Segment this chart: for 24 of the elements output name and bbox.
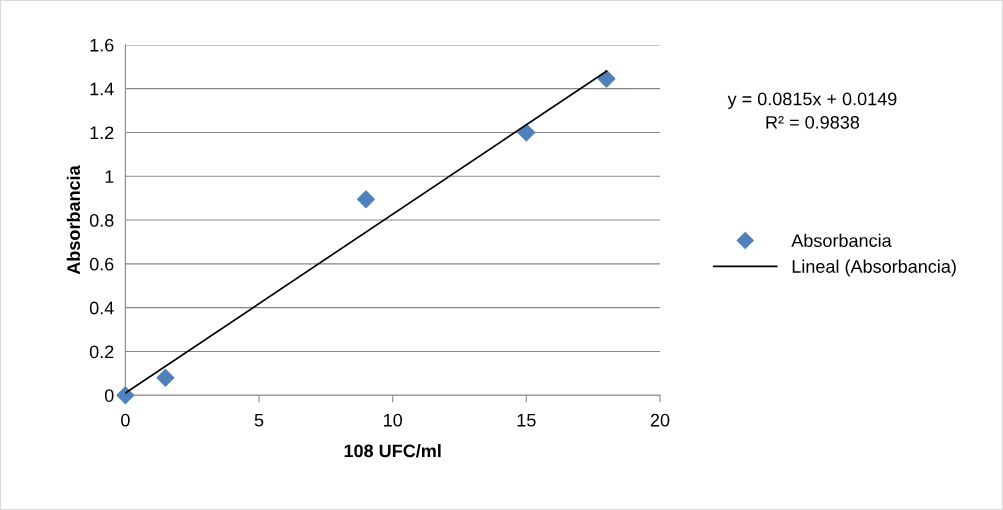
point — [116, 386, 135, 405]
point — [156, 368, 175, 387]
point — [357, 190, 375, 209]
y-tick-label: 0 — [104, 389, 114, 402]
x-axis-title: 108 UFC/ml — [344, 444, 441, 458]
point — [597, 69, 616, 88]
y-tick-label: 1 — [105, 170, 114, 183]
y-tick-label: 1.6 — [90, 38, 114, 52]
legend-label: Lineal (Absorbancia) — [792, 259, 956, 277]
x-tick-label: 5 — [254, 413, 264, 427]
text: y = 0.0815x + 0.0149 R² = 0.9838 — [727, 92, 897, 129]
y-tick-label: 0.8 — [89, 214, 114, 227]
y-tick-label: 1.2 — [90, 126, 114, 140]
y-axis-title: Absorbancia — [66, 165, 81, 275]
x-tick-label: 0 — [121, 413, 130, 427]
x-tick-label: 20 — [650, 413, 670, 427]
x-tick-label: 10 — [384, 413, 403, 427]
legend-label: Absorbancia — [791, 233, 892, 248]
point — [517, 123, 536, 142]
y-tick-label: 0.6 — [89, 257, 114, 271]
x-tick-label: 15 — [517, 413, 536, 427]
y-tick-label: 1.4 — [90, 82, 114, 96]
y-tick-label: 0.2 — [89, 345, 114, 359]
y-tick-label: 0.4 — [89, 301, 114, 315]
